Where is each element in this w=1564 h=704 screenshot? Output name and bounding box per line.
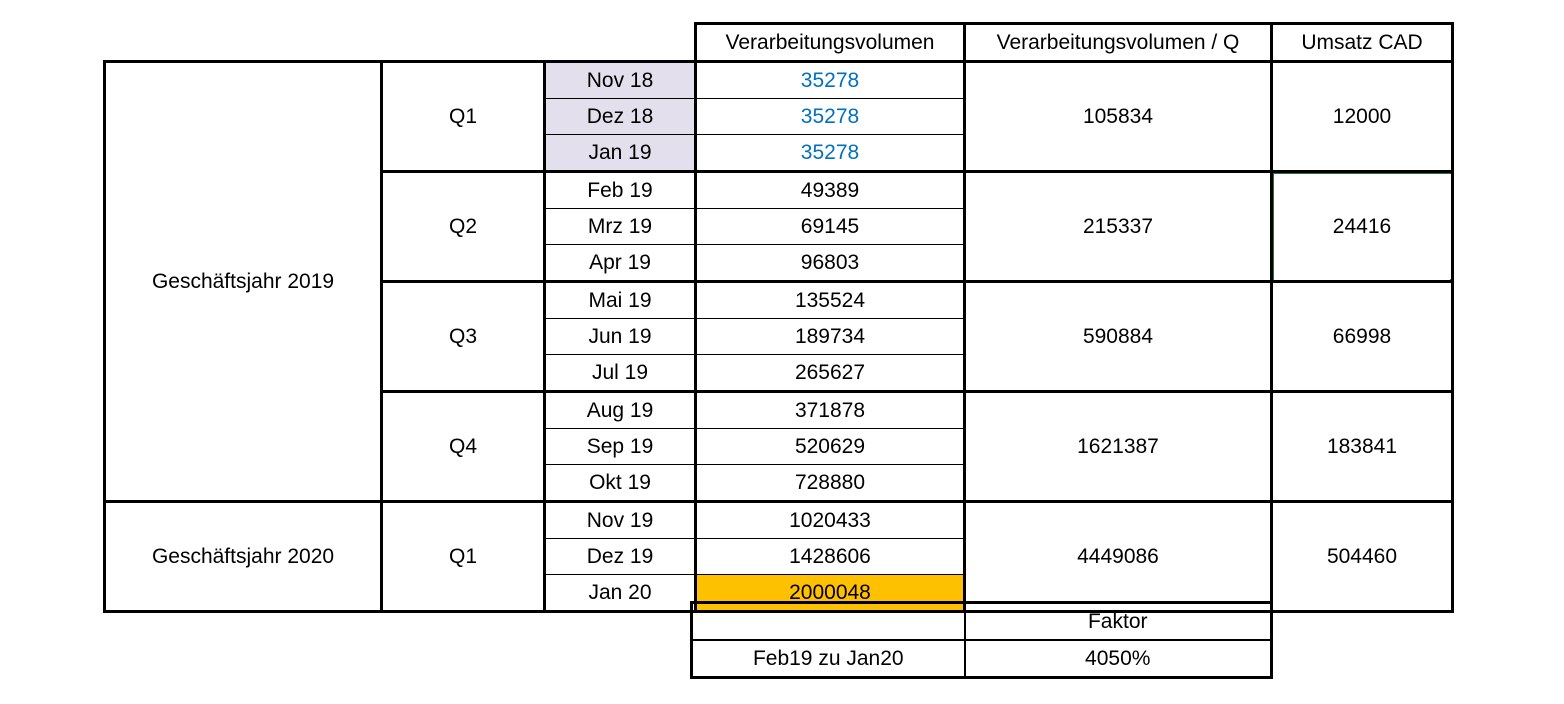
table-row: Apr 19 96803 — [105, 244, 1453, 282]
volume-table: Verarbeitungsvolumen Verarbeitungsvolume… — [103, 22, 1454, 613]
table-row: Q4 Aug 19 371878 1621387 183841 — [105, 390, 1454, 502]
volume-per-q-cell[interactable]: 4449086 — [963, 500, 1273, 613]
fill-handle[interactable] — [1449, 278, 1450, 281]
factor-header-cell: Faktor — [963, 601, 1273, 641]
header-spacer — [382, 24, 545, 62]
month-cell[interactable]: Jan 19 — [543, 134, 697, 172]
revenue-value: 24416 — [1332, 214, 1392, 238]
month-cell[interactable]: Dez 19 — [543, 538, 697, 575]
month-cell[interactable]: Aug 19 — [543, 390, 697, 429]
month-cell[interactable]: Nov 19 — [543, 500, 697, 539]
revenue-cell[interactable]: 183841 — [1270, 390, 1454, 502]
month-cell[interactable]: Nov 18 — [543, 60, 697, 99]
table-row: Geschäftsjahr 2020 Q1 Nov 19 1020433 444… — [103, 500, 1454, 613]
table-row: Mrz 19 69145 — [105, 208, 1453, 245]
factor-label-cell[interactable]: Feb19 zu Jan20 — [690, 639, 966, 679]
volume-per-q-cell[interactable]: 105834 — [963, 60, 1273, 172]
factor-header-row: Faktor — [690, 601, 1273, 641]
table-row: Q2 Feb 19 49389 215337 24416 — [105, 170, 1454, 282]
header-volume: Verarbeitungsvolumen — [694, 22, 966, 63]
table-row: Dez 18 35278 — [105, 98, 1453, 135]
revenue-cell[interactable]: 12000 — [1270, 60, 1454, 172]
volume-cell[interactable]: 189734 — [694, 318, 966, 355]
factor-value-row: Feb19 zu Jan20 4050% — [690, 639, 1273, 679]
header-spacer — [545, 24, 696, 62]
table-row: Q3 Mai 19 135524 590884 66998 — [105, 280, 1454, 392]
volume-cell[interactable]: 265627 — [694, 354, 966, 392]
volume-cell[interactable]: 520629 — [694, 428, 966, 465]
month-cell[interactable]: Jun 19 — [543, 318, 697, 355]
volume-cell[interactable]: 35278 — [694, 60, 966, 99]
header-revenue: Umsatz CAD — [1270, 22, 1454, 63]
quarter-cell-2019-q4[interactable]: Q4 — [380, 390, 546, 502]
volume-cell[interactable]: 1020433 — [694, 500, 966, 539]
year-cell-2019[interactable]: Geschäftsjahr 2019 — [103, 60, 383, 502]
volume-cell[interactable]: 49389 — [694, 170, 966, 209]
month-cell[interactable]: Okt 19 — [543, 464, 697, 502]
volume-cell[interactable]: 1428606 — [694, 538, 966, 575]
table-row: Geschäftsjahr 2019 Q1 Nov 18 35278 10583… — [103, 60, 1454, 502]
month-cell[interactable]: Sep 19 — [543, 428, 697, 465]
volume-cell[interactable]: 96803 — [694, 244, 966, 282]
quarter-cell-2020-q1[interactable]: Q1 — [380, 500, 546, 613]
table-row: Jan 19 35278 — [105, 134, 1453, 172]
header-volume-per-q: Verarbeitungsvolumen / Q — [963, 22, 1273, 63]
month-cell[interactable]: Mrz 19 — [543, 208, 697, 245]
quarter-cell-2019-q3[interactable]: Q3 — [380, 280, 546, 392]
year-cell-2020[interactable]: Geschäftsjahr 2020 — [103, 500, 383, 613]
volume-cell[interactable]: 69145 — [694, 208, 966, 245]
table-row: Jun 19 189734 — [105, 318, 1453, 355]
month-cell[interactable]: Jan 20 — [543, 574, 697, 613]
month-cell[interactable]: Dez 18 — [543, 98, 697, 135]
month-cell[interactable]: Mai 19 — [543, 280, 697, 319]
month-cell[interactable]: Apr 19 — [543, 244, 697, 282]
quarter-cell-2019-q1[interactable]: Q1 — [380, 60, 546, 172]
revenue-cell[interactable]: 66998 — [1270, 280, 1454, 392]
factor-empty-cell[interactable] — [690, 601, 966, 641]
factor-table: Faktor Feb19 zu Jan20 4050% — [690, 601, 1273, 679]
table-row: Okt 19 728880 — [105, 464, 1453, 502]
header-spacer — [105, 24, 382, 62]
volume-per-q-cell[interactable]: 1621387 — [963, 390, 1273, 502]
factor-value-cell[interactable]: 4050% — [963, 639, 1273, 679]
volume-per-q-cell[interactable]: 215337 — [963, 170, 1273, 282]
revenue-cell[interactable]: 504460 — [1270, 500, 1454, 613]
volume-per-q-cell[interactable]: 590884 — [963, 280, 1273, 392]
month-cell[interactable]: Jul 19 — [543, 354, 697, 392]
volume-cell[interactable]: 35278 — [694, 134, 966, 172]
volume-cell[interactable]: 35278 — [694, 98, 966, 135]
quarter-cell-2019-q2[interactable]: Q2 — [380, 170, 546, 282]
volume-cell[interactable]: 728880 — [694, 464, 966, 502]
month-cell[interactable]: Feb 19 — [543, 170, 697, 209]
table-row: Sep 19 520629 — [105, 428, 1453, 465]
revenue-cell-selected[interactable]: 24416 — [1270, 170, 1454, 282]
volume-cell[interactable]: 371878 — [694, 390, 966, 429]
volume-cell[interactable]: 135524 — [694, 280, 966, 319]
table-row: Dez 19 1428606 — [105, 538, 1453, 575]
header-row: Verarbeitungsvolumen Verarbeitungsvolume… — [105, 22, 1454, 63]
